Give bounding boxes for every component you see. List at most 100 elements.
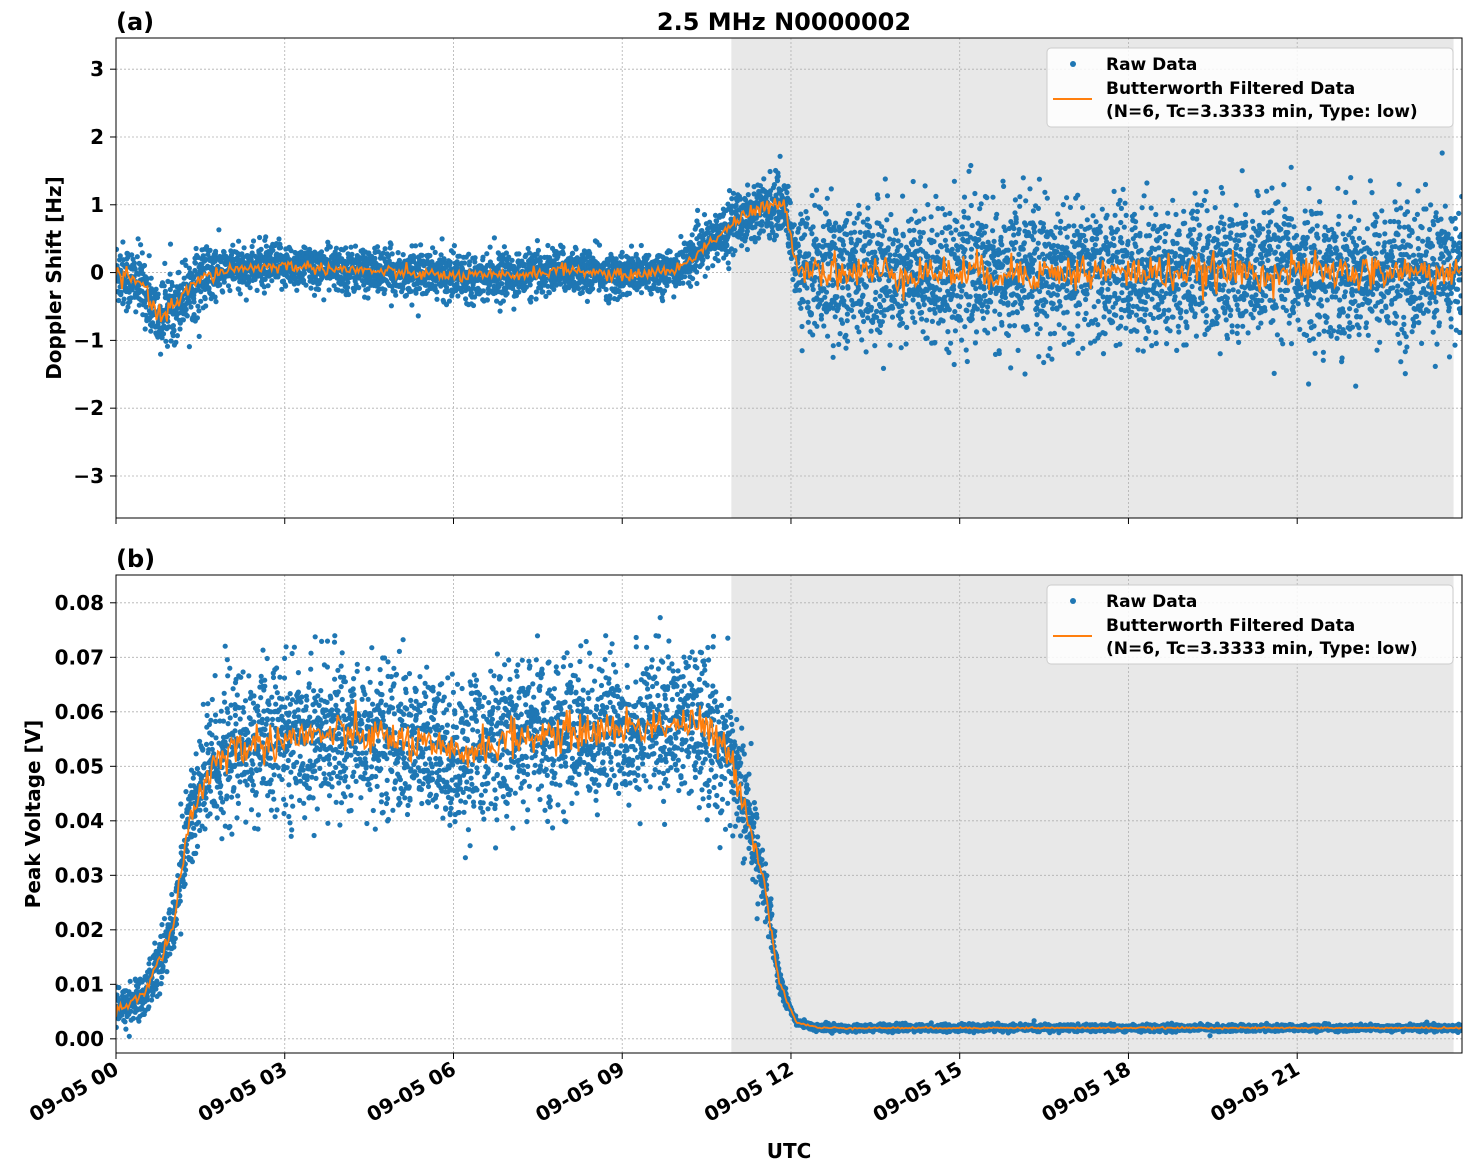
raw-data-point — [434, 296, 440, 302]
raw-data-point — [861, 318, 867, 325]
raw-data-point — [1112, 212, 1118, 218]
raw-data-point — [275, 274, 281, 280]
raw-data-point — [1011, 225, 1017, 232]
raw-data-point — [994, 211, 1000, 217]
raw-data-point — [969, 222, 975, 229]
raw-data-point — [845, 285, 851, 291]
raw-data-point — [212, 294, 218, 300]
raw-data-point — [125, 304, 131, 310]
raw-data-point — [1139, 205, 1145, 211]
raw-data-point — [207, 247, 213, 253]
raw-data-point — [999, 242, 1005, 248]
chart-title: 2.5 MHz N0000002 — [657, 8, 911, 36]
raw-data-point — [828, 252, 834, 258]
raw-data-point — [1100, 351, 1107, 357]
raw-data-point — [880, 365, 887, 371]
raw-data-point — [799, 348, 805, 354]
raw-data-point — [1044, 313, 1050, 319]
raw-data-point — [744, 246, 751, 253]
raw-data-point — [116, 257, 123, 263]
raw-data-point — [1145, 293, 1151, 300]
raw-data-point — [903, 341, 909, 347]
raw-data-point — [879, 319, 886, 325]
raw-data-point — [893, 291, 899, 298]
raw-data-point — [826, 221, 833, 227]
raw-data-point — [961, 208, 967, 215]
raw-data-point — [170, 323, 176, 329]
raw-data-point — [261, 290, 267, 296]
raw-data-point — [968, 246, 975, 252]
raw-data-point — [860, 292, 866, 298]
raw-data-point — [980, 315, 987, 321]
raw-data-point — [409, 302, 415, 308]
raw-data-point — [1047, 345, 1053, 352]
raw-data-point — [857, 229, 863, 235]
raw-data-point — [191, 312, 197, 318]
raw-data-point — [1035, 205, 1041, 211]
raw-data-point — [965, 239, 971, 245]
raw-data-point — [1118, 235, 1124, 241]
raw-data-point — [183, 281, 189, 287]
raw-data-point — [1133, 219, 1139, 225]
raw-data-point — [1070, 337, 1076, 343]
raw-data-point — [301, 270, 307, 276]
raw-data-point — [191, 299, 197, 305]
raw-data-point — [836, 341, 842, 347]
raw-data-point — [230, 242, 236, 248]
raw-data-point — [619, 249, 625, 255]
raw-data-point — [141, 262, 148, 269]
raw-data-point — [804, 215, 811, 221]
raw-data-point — [972, 190, 978, 197]
raw-data-point — [1021, 287, 1027, 293]
raw-data-point — [1083, 310, 1089, 316]
raw-data-point — [912, 208, 918, 214]
raw-data-point — [439, 236, 445, 242]
raw-data-point — [1105, 286, 1111, 292]
raw-data-point — [1153, 340, 1159, 347]
raw-data-point — [804, 221, 810, 227]
raw-data-point — [959, 224, 966, 230]
raw-data-point — [984, 195, 990, 201]
raw-data-point — [237, 291, 243, 297]
raw-data-point — [186, 265, 192, 271]
raw-data-point — [964, 358, 970, 365]
raw-data-point — [1011, 323, 1018, 329]
raw-data-point — [546, 290, 553, 296]
raw-data-point — [169, 283, 175, 289]
raw-data-point — [992, 269, 998, 275]
raw-data-point — [1011, 232, 1017, 238]
raw-data-point — [796, 287, 803, 293]
raw-data-point — [890, 305, 896, 311]
raw-data-point — [484, 297, 490, 303]
raw-data-point — [946, 349, 952, 356]
raw-data-point — [528, 299, 534, 305]
raw-data-point — [1092, 242, 1098, 248]
raw-data-point — [283, 283, 289, 289]
raw-data-point — [881, 228, 887, 234]
raw-data-point — [1143, 335, 1149, 342]
raw-data-point — [348, 244, 354, 250]
raw-data-point — [1081, 232, 1087, 239]
raw-data-point — [962, 247, 968, 253]
raw-data-point — [863, 283, 870, 289]
raw-data-point — [1147, 233, 1153, 239]
raw-data-point — [208, 296, 214, 302]
raw-data-point — [236, 286, 242, 292]
raw-data-point — [388, 241, 394, 248]
raw-data-point — [1016, 251, 1022, 257]
raw-data-point — [164, 343, 171, 349]
raw-data-point — [690, 276, 696, 282]
raw-data-point — [1075, 311, 1081, 317]
raw-data-point — [216, 227, 222, 233]
raw-data-point — [180, 317, 186, 323]
raw-data-point — [733, 202, 739, 208]
raw-data-point — [1142, 312, 1148, 318]
raw-data-point — [810, 332, 816, 338]
raw-data-point — [985, 330, 991, 336]
raw-data-point — [247, 285, 253, 291]
raw-data-point — [628, 243, 635, 249]
raw-data-point — [948, 230, 954, 236]
raw-data-point — [802, 232, 808, 238]
raw-data-point — [415, 313, 421, 319]
